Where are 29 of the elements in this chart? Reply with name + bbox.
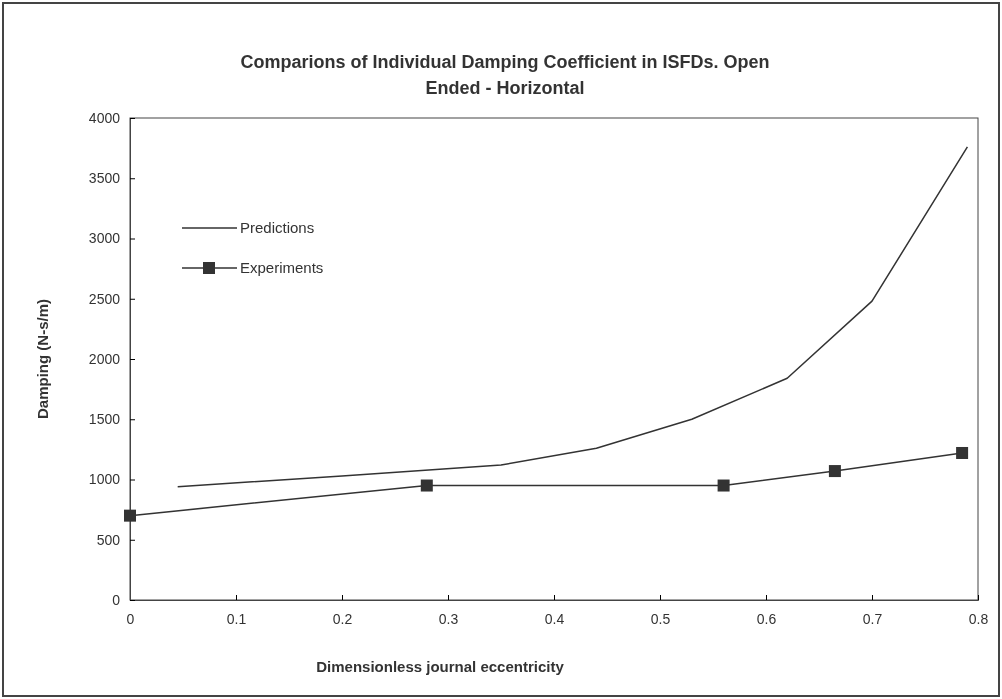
- legend-label: Predictions: [240, 219, 315, 236]
- x-tick-label: 0.4: [544, 610, 565, 627]
- y-tick-label: 3500: [88, 170, 121, 187]
- x-tick-label: 0.2: [332, 610, 353, 627]
- chart-title: Comparions of Individual Damping Coefficient in ISFDs. Open Ended - Horizontal: [240, 52, 770, 98]
- y-axis-title: Damping (N-s/m): [34, 299, 51, 419]
- line-series: [176, 146, 969, 488]
- point: [124, 509, 136, 522]
- y-tick-label: 2000: [88, 350, 121, 367]
- y-tick-label: 4000: [88, 109, 121, 126]
- x-tick-label: 0.1: [226, 610, 247, 627]
- point: [420, 479, 433, 492]
- x-axis-title: Dimensionless journal eccentricity: [316, 658, 565, 675]
- x-tick-label: 0.7: [862, 610, 883, 627]
- point: [717, 479, 730, 492]
- y-tick-label: 0: [112, 591, 121, 608]
- y-tick-label: 2500: [88, 290, 121, 307]
- x-tick-label: 0: [126, 610, 135, 627]
- point: [828, 465, 841, 478]
- x-tick-label: 0.6: [756, 610, 777, 627]
- y-tick-label: 500: [96, 531, 121, 548]
- y-tick-label: 1500: [88, 411, 121, 428]
- legend-label: Experiments: [240, 259, 324, 276]
- point: [956, 446, 969, 459]
- x-tick-label: 0.8: [968, 610, 989, 627]
- y-tick-label: 1000: [88, 471, 121, 488]
- x-tick-label: 0.3: [438, 610, 459, 627]
- y-tick-label: 3000: [88, 230, 121, 247]
- x-tick-label: 0.5: [650, 610, 671, 627]
